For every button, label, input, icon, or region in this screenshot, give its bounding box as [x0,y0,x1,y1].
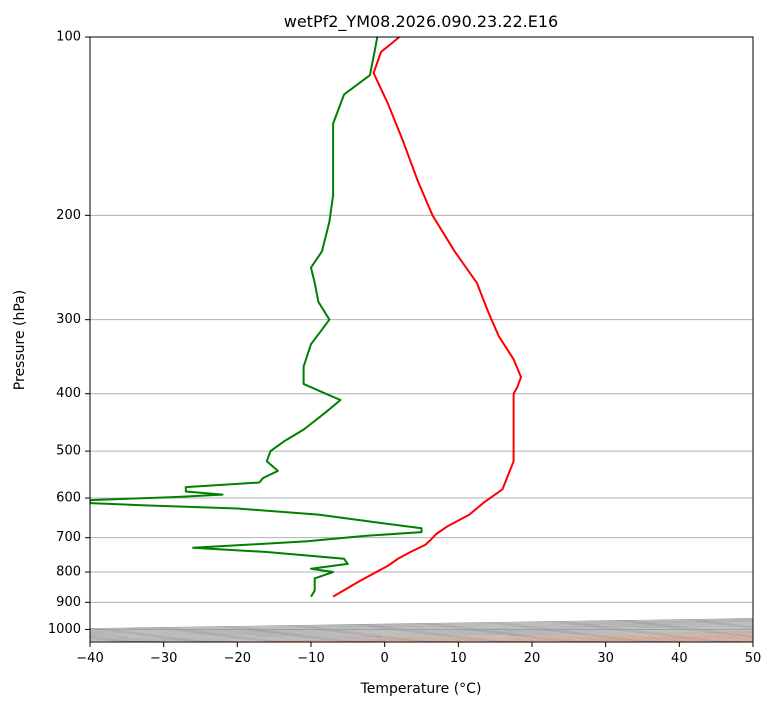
y-tick-label: 600 [56,491,81,506]
y-tick-label: 1000 [48,622,81,637]
y-tick-label: 100 [56,30,81,45]
y-tick-label: 900 [56,595,81,610]
x-tick-label: −40 [76,651,103,666]
x-tick-label: 20 [524,651,541,666]
y-tick-label: 400 [56,386,81,401]
y-axis-label: Pressure (hPa) [12,290,28,390]
y-tick-label: 800 [56,565,81,580]
x-tick-label: 30 [597,651,614,666]
y-tick-label: 700 [56,530,81,545]
x-tick-label: 40 [671,651,688,666]
y-tick-label: 500 [56,444,81,459]
x-tick-label: 10 [450,651,467,666]
x-tick-label: 0 [381,651,389,666]
chart-title: wetPf2_YM08.2026.090.23.22.E16 [284,12,558,32]
y-tick-label: 200 [56,208,81,223]
x-tick-label: −10 [297,651,324,666]
y-tick-label: 300 [56,312,81,327]
x-tick-label: −20 [224,651,251,666]
x-tick-label: −30 [150,651,177,666]
x-axis-label: Temperature (°C) [360,681,482,697]
x-tick-label: 50 [745,651,762,666]
